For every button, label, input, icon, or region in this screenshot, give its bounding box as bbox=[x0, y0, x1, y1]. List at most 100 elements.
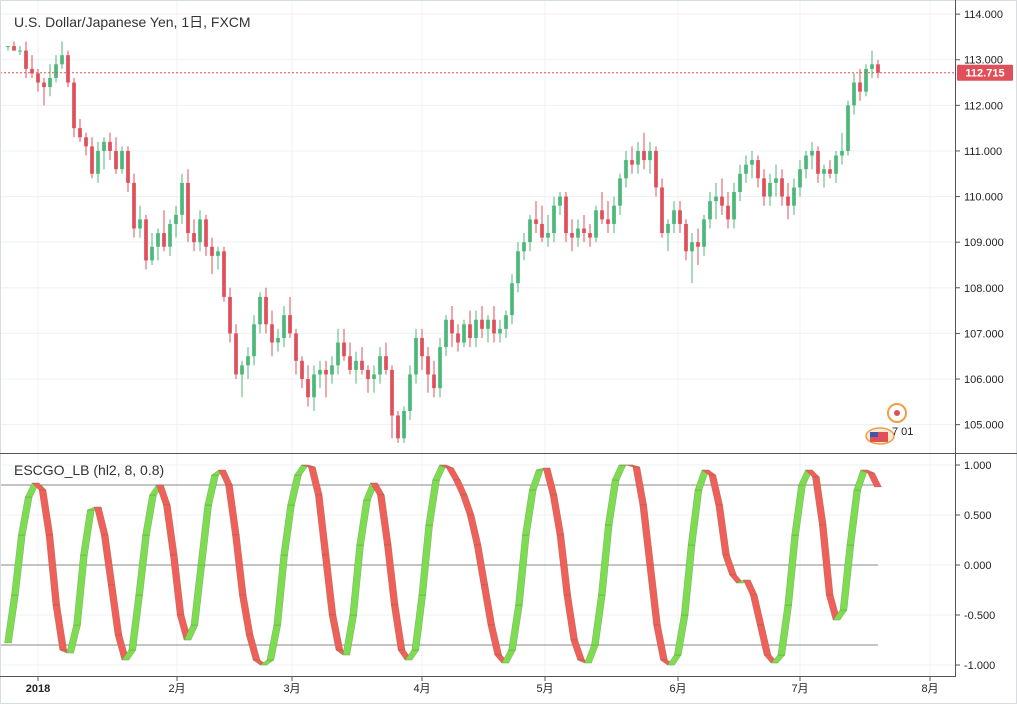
candle-body bbox=[138, 219, 142, 229]
candle-body bbox=[450, 319, 454, 334]
candle-body bbox=[636, 150, 640, 165]
grid bbox=[0, 0, 955, 676]
candle-body bbox=[690, 242, 694, 252]
candle-body bbox=[78, 128, 82, 138]
candle-body bbox=[222, 251, 226, 297]
osc-segment bbox=[487, 624, 502, 656]
candle-body bbox=[42, 82, 46, 88]
candle-body bbox=[264, 296, 268, 325]
osc-segment bbox=[604, 479, 620, 526]
candle-body bbox=[708, 201, 712, 220]
candle-body bbox=[660, 187, 664, 234]
osc-segment bbox=[853, 469, 868, 491]
candle-body bbox=[330, 365, 334, 375]
candle-body bbox=[768, 182, 772, 197]
osc-segment bbox=[480, 584, 496, 626]
x-tick-label: 3月 bbox=[283, 683, 300, 695]
candle-body bbox=[474, 319, 478, 338]
candle-body bbox=[822, 169, 826, 174]
candle-body bbox=[624, 160, 628, 179]
candle-body bbox=[666, 223, 670, 234]
candle-body bbox=[486, 319, 490, 329]
osc-y-tick-label: 0.000 bbox=[964, 560, 992, 572]
candle-body bbox=[720, 196, 724, 206]
candle-body bbox=[72, 82, 76, 129]
osc-segment bbox=[591, 594, 606, 646]
candle-body bbox=[540, 223, 544, 238]
flag-canton-icon bbox=[870, 432, 878, 437]
candle-body bbox=[276, 337, 280, 343]
candle-body bbox=[612, 205, 616, 224]
candle-body bbox=[630, 160, 634, 165]
candle-body bbox=[678, 210, 682, 224]
price-candles: 7 01 bbox=[0, 41, 955, 445]
candle-body bbox=[726, 205, 730, 220]
candle-body bbox=[324, 369, 328, 375]
candle-body bbox=[6, 46, 10, 48]
candle-body bbox=[504, 315, 508, 329]
osc-segment bbox=[377, 494, 392, 546]
candle-body bbox=[546, 233, 550, 238]
candle-body bbox=[846, 105, 850, 151]
candle-body bbox=[642, 150, 646, 161]
osc-segment bbox=[197, 504, 212, 566]
candle-body bbox=[60, 55, 64, 65]
osc-segment bbox=[80, 509, 95, 556]
osc-segment bbox=[100, 534, 116, 586]
candle-body bbox=[48, 77, 52, 88]
candle-body bbox=[744, 164, 748, 174]
osc-segment bbox=[342, 614, 357, 656]
candle-body bbox=[270, 324, 274, 343]
osc-segment bbox=[18, 496, 33, 536]
x-tick-label: 4月 bbox=[413, 683, 430, 695]
candle-body bbox=[438, 347, 442, 389]
osc-segment bbox=[756, 624, 772, 656]
candle-body bbox=[240, 365, 244, 375]
osc-segment bbox=[598, 524, 613, 596]
candle-body bbox=[366, 369, 370, 380]
osc-segment bbox=[632, 466, 647, 506]
candle-body bbox=[714, 196, 718, 202]
osc-segment bbox=[839, 544, 855, 611]
candle-body bbox=[156, 233, 160, 247]
candle-body bbox=[312, 374, 316, 398]
candle-body bbox=[774, 178, 778, 183]
candle-body bbox=[306, 379, 310, 398]
candle-body bbox=[180, 182, 184, 215]
candle-body bbox=[294, 333, 298, 361]
candle-body bbox=[288, 315, 292, 334]
candle-body bbox=[342, 342, 346, 357]
osc-segment bbox=[791, 484, 806, 536]
y-tick-label: 114.000 bbox=[964, 9, 1003, 21]
candle-body bbox=[66, 55, 70, 83]
candle-body bbox=[132, 182, 136, 229]
candle-body bbox=[816, 150, 820, 174]
candle-body bbox=[174, 214, 178, 224]
candle-body bbox=[456, 333, 460, 343]
osc-segment bbox=[611, 464, 627, 481]
event-label: 7 01 bbox=[892, 426, 913, 438]
candle-body bbox=[162, 233, 166, 247]
last-price-label: 112.715 bbox=[965, 68, 1004, 80]
candle-body bbox=[696, 242, 700, 247]
osc-segment bbox=[522, 489, 537, 536]
candle-body bbox=[348, 356, 352, 370]
osc-segment bbox=[38, 489, 54, 536]
osc-segment bbox=[501, 649, 516, 664]
osc-segment bbox=[163, 504, 178, 556]
last-price-badge bbox=[957, 64, 1013, 81]
osc-segment bbox=[452, 479, 468, 496]
osc-segment bbox=[708, 474, 723, 506]
candle-body bbox=[840, 150, 844, 156]
candle-body bbox=[396, 415, 400, 439]
candle-body bbox=[834, 155, 838, 174]
osc-segment bbox=[384, 544, 399, 606]
candle-body bbox=[360, 360, 364, 370]
candle-body bbox=[804, 155, 808, 170]
flag-icon bbox=[870, 432, 888, 442]
osc-segment bbox=[777, 604, 792, 656]
x-tick-label: 7月 bbox=[791, 683, 808, 695]
candle-body bbox=[390, 369, 394, 416]
